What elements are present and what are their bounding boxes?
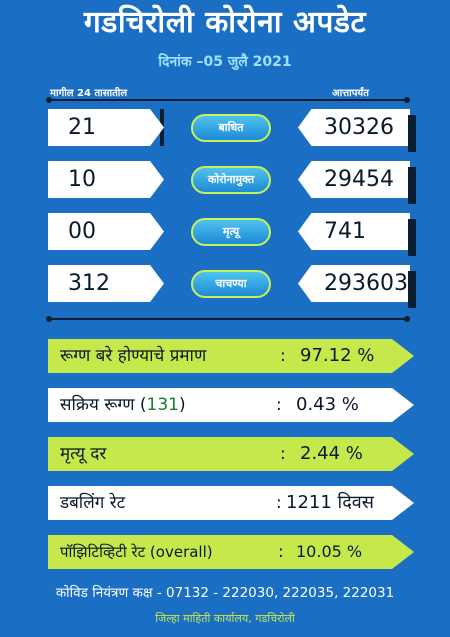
category-pill: बाधित	[191, 114, 271, 142]
last-24h-card: 21	[48, 109, 164, 146]
separator: :	[276, 395, 282, 415]
cumulative-value: 741	[324, 219, 366, 244]
active-patients-value: 0.43 %	[296, 394, 359, 415]
doubling-rate-label: डबलिंग रेट	[60, 493, 126, 513]
positivity-rate-value: 10.05 %	[296, 542, 363, 561]
active-label-text: सक्रिय रूग्ण (	[60, 395, 147, 415]
separator: :	[280, 444, 286, 464]
category-pill: चाचण्या	[191, 270, 271, 298]
category-pill: कोरोनामुक्त	[191, 166, 271, 194]
active-patients-bar: सक्रिय रूग्ण (131) : 0.43 %	[48, 388, 414, 422]
last-24h-card: 00	[48, 213, 164, 250]
death-rate-bar: मृत्यू दर : 2.44 %	[48, 437, 414, 471]
separator: :	[280, 346, 286, 366]
last-24h-label: मागील 24 तासातील	[50, 88, 128, 99]
last-24h-card: 10	[48, 161, 164, 198]
divider-dot	[46, 316, 52, 322]
middle-divider	[50, 318, 406, 320]
cumulative-card: 29454	[298, 161, 410, 198]
recovery-rate-value: 97.12 %	[300, 345, 375, 366]
cumulative-value: 29454	[324, 167, 394, 192]
card-shadow	[408, 167, 416, 204]
active-patients-label: सक्रिय रूग्ण (131)	[60, 388, 186, 422]
cumulative-value: 293603	[324, 271, 408, 296]
cumulative-card: 30326	[298, 109, 410, 146]
divider-dot	[404, 316, 410, 322]
divider-dot	[404, 97, 410, 103]
separator: :	[278, 542, 284, 562]
doubling-rate-bar: डबलिंग रेट : 1211 दिवस	[48, 486, 414, 520]
helpline-numbers: कोविड नियंत्रण कक्ष - 07132 - 222030, 22…	[55, 585, 395, 601]
cumulative-card: 741	[298, 213, 410, 250]
active-count: 131	[146, 395, 179, 415]
positivity-rate-label: पॉझिटिव्हिटी रेट (overall)	[60, 543, 213, 561]
divider-dot	[46, 97, 52, 103]
doubling-rate-value: 1211 दिवस	[286, 492, 374, 513]
recovery-rate-bar: रूग्ण बरे होण्याचे प्रमाण : 97.12 %	[48, 339, 414, 373]
death-rate-value: 2.44 %	[300, 443, 363, 464]
last-24h-value: 00	[68, 219, 96, 244]
death-rate-label: मृत्यू दर	[60, 444, 107, 464]
last-24h-value: 21	[68, 115, 96, 140]
separator: :	[276, 493, 282, 513]
category-pill: मृत्यू	[191, 218, 271, 246]
cumulative-card: 293603	[298, 265, 410, 302]
positivity-rate-bar: पॉझिटिव्हिटी रेट (overall) : 10.05 %	[48, 535, 414, 569]
issuing-office: जिल्हा माहिती कार्यालय, गडचिरोली	[155, 612, 295, 625]
card-shadow	[408, 219, 416, 256]
cumulative-value: 30326	[324, 115, 394, 140]
poster-title: गडचिरोली कोरोना अपडेट	[83, 5, 367, 40]
card-shadow	[408, 115, 416, 152]
last-24h-card: 312	[48, 265, 164, 302]
report-date: दिनांक –05 जुलै 2021	[158, 54, 292, 70]
cumulative-label: आत्तापर्यंत	[332, 88, 369, 99]
last-24h-value: 312	[68, 271, 110, 296]
top-divider	[50, 99, 406, 101]
active-label-end: )	[178, 395, 186, 415]
last-24h-value: 10	[68, 167, 96, 192]
recovery-rate-label: रूग्ण बरे होण्याचे प्रमाण	[60, 346, 207, 366]
card-shadow	[408, 271, 416, 308]
